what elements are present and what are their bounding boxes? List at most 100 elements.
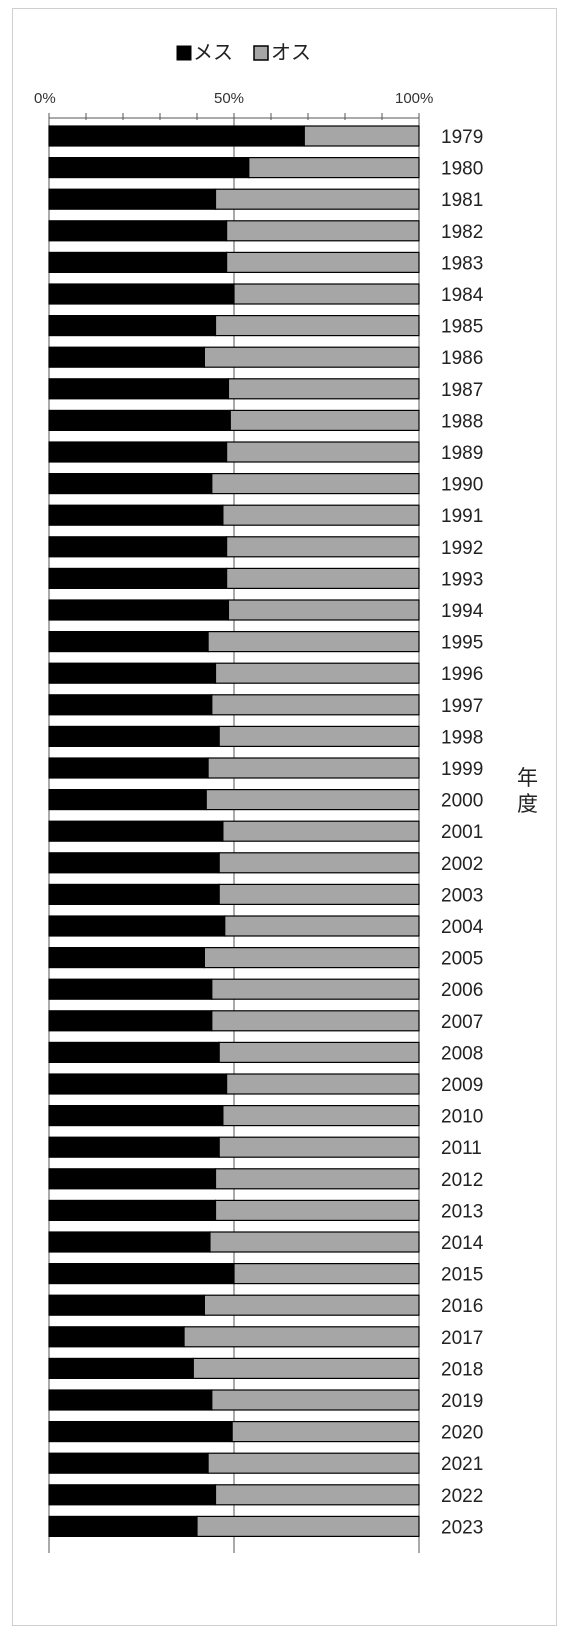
year-label-2016: 2016 [441, 1296, 483, 1317]
year-label-1979: 1979 [441, 127, 483, 148]
bar-osu-2016 [203, 1294, 420, 1316]
bar-mesu-1979 [48, 125, 305, 147]
bar-osu-2005 [203, 946, 420, 969]
bar-osu-1990 [211, 473, 420, 495]
bar-mesu-2002 [48, 852, 220, 874]
bar-mesu-2022 [48, 1484, 217, 1506]
bar-mesu-2014 [48, 1231, 211, 1253]
bar-osu-2004 [224, 915, 420, 937]
bar-osu-1986 [203, 346, 420, 368]
year-label-2013: 2013 [441, 1201, 483, 1222]
year-label-1980: 1980 [441, 159, 483, 180]
bar-mesu-2016 [48, 1294, 205, 1316]
bar-osu-1987 [227, 378, 420, 400]
bar-mesu-1993 [48, 567, 228, 590]
year-label-1993: 1993 [441, 569, 483, 590]
bar-osu-2021 [207, 1452, 420, 1474]
bar-mesu-2003 [48, 883, 220, 906]
year-label-1985: 1985 [441, 317, 483, 338]
year-label-1996: 1996 [441, 664, 483, 685]
year-label-2010: 2010 [441, 1107, 483, 1128]
year-label-1998: 1998 [441, 727, 483, 748]
bar-mesu-1999 [48, 757, 209, 779]
bar-mesu-1987 [48, 378, 230, 400]
bar-osu-2012 [214, 1168, 420, 1190]
legend-swatch-osu [253, 45, 269, 61]
bar-osu-1991 [222, 504, 420, 526]
year-label-2000: 2000 [441, 791, 483, 812]
x-tick-label-0: 0% [34, 90, 56, 107]
bar-osu-1981 [214, 188, 420, 210]
year-label-2008: 2008 [441, 1043, 483, 1064]
year-label-2022: 2022 [441, 1486, 483, 1507]
year-label-1991: 1991 [441, 506, 483, 527]
bar-mesu-1986 [48, 346, 205, 368]
bar-mesu-2010 [48, 1104, 224, 1127]
year-label-2001: 2001 [441, 822, 483, 843]
year-label-2003: 2003 [441, 885, 483, 906]
bar-osu-2022 [214, 1484, 420, 1506]
bar-osu-2018 [192, 1357, 420, 1380]
year-label-2011: 2011 [441, 1138, 482, 1159]
bar-osu-1998 [218, 725, 420, 748]
bar-osu-1979 [303, 125, 420, 147]
bar-mesu-1990 [48, 473, 213, 495]
year-label-1997: 1997 [441, 696, 483, 717]
bar-osu-2011 [218, 1136, 420, 1158]
year-label-1983: 1983 [441, 253, 483, 274]
y-axis-title-char-2: 度 [517, 793, 538, 816]
chart-frame: メス オス 0% 50% 100% 1979 1980 1981 1982 1983 19… [12, 8, 557, 1626]
bar-osu-2010 [222, 1104, 420, 1127]
bar-mesu-2019 [48, 1389, 213, 1411]
bar-osu-1984 [233, 283, 420, 305]
year-label-1982: 1982 [441, 222, 483, 243]
bar-mesu-1992 [48, 536, 228, 558]
bar-mesu-1981 [48, 188, 217, 210]
x-tick-label-50: 50% [214, 90, 244, 107]
bar-mesu-1998 [48, 725, 220, 748]
year-label-1990: 1990 [441, 475, 483, 496]
x-tick-label-100: 100% [395, 90, 433, 107]
year-label-2012: 2012 [441, 1170, 483, 1191]
bar-mesu-2005 [48, 946, 205, 969]
bar-osu-2019 [211, 1389, 420, 1411]
bar-osu-2017 [183, 1326, 420, 1348]
bar-osu-1994 [227, 599, 420, 621]
year-label-2005: 2005 [441, 949, 483, 970]
year-label-1995: 1995 [441, 633, 483, 654]
bar-osu-2014 [209, 1231, 420, 1253]
bar-osu-1995 [207, 630, 420, 653]
bar-mesu-2015 [48, 1262, 235, 1285]
bar-osu-1983 [226, 251, 420, 273]
year-label-1994: 1994 [441, 601, 484, 622]
year-label-1984: 1984 [441, 285, 484, 306]
bar-osu-2015 [233, 1262, 420, 1285]
year-label-2002: 2002 [441, 854, 483, 875]
bar-mesu-2013 [48, 1199, 217, 1222]
bar-osu-1980 [248, 157, 420, 179]
bar-mesu-1995 [48, 630, 209, 653]
bar-osu-1993 [226, 567, 420, 590]
legend-swatch-mesu [176, 45, 192, 61]
year-label-2004: 2004 [441, 917, 484, 938]
bar-mesu-1989 [48, 441, 228, 463]
bars [48, 125, 420, 1538]
bar-mesu-1988 [48, 409, 231, 431]
year-label-2007: 2007 [441, 1012, 483, 1033]
bar-mesu-2018 [48, 1357, 194, 1380]
legend: メス オス [176, 42, 311, 64]
year-label-1981: 1981 [441, 190, 483, 211]
bar-osu-1988 [229, 409, 420, 431]
bar-osu-1997 [211, 694, 420, 716]
bar-mesu-1982 [48, 220, 228, 242]
bar-osu-2023 [196, 1515, 420, 1538]
bar-mesu-1983 [48, 251, 228, 273]
year-label-1989: 1989 [441, 443, 483, 464]
year-label-2019: 2019 [441, 1391, 483, 1412]
bar-osu-1989 [226, 441, 420, 463]
bar-mesu-2020 [48, 1420, 233, 1443]
year-label-2009: 2009 [441, 1075, 483, 1096]
bar-osu-1985 [214, 315, 420, 337]
bar-mesu-2004 [48, 915, 226, 937]
y-axis-title-char-1: 年 [517, 767, 538, 790]
